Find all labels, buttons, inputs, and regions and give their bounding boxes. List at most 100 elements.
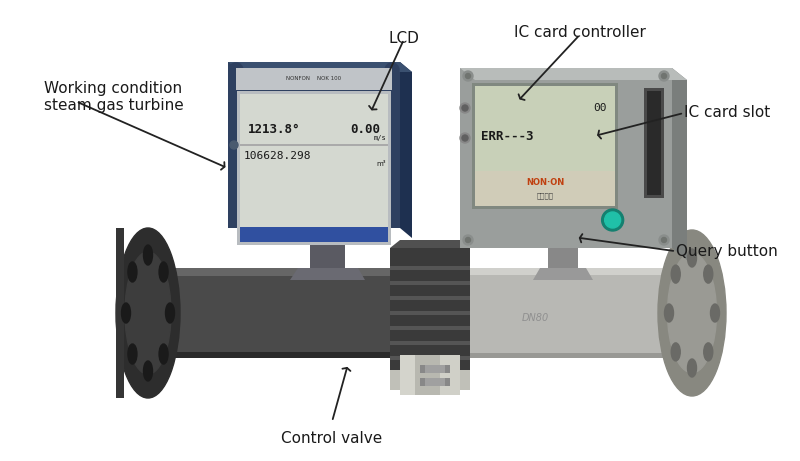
Polygon shape — [390, 266, 470, 270]
Polygon shape — [390, 311, 470, 315]
Bar — [228, 62, 400, 228]
Bar — [237, 91, 391, 245]
Ellipse shape — [116, 228, 180, 398]
Bar — [460, 68, 672, 248]
Ellipse shape — [704, 265, 713, 283]
Text: 0.00: 0.00 — [350, 123, 380, 136]
Bar — [472, 83, 618, 209]
Polygon shape — [440, 355, 460, 395]
Bar — [475, 86, 615, 206]
Text: DN80: DN80 — [522, 313, 549, 323]
Text: m³: m³ — [377, 161, 386, 167]
Polygon shape — [390, 353, 690, 358]
Text: ERR---3: ERR---3 — [481, 130, 534, 142]
Ellipse shape — [466, 73, 470, 78]
Ellipse shape — [143, 245, 153, 265]
Polygon shape — [672, 68, 687, 260]
Polygon shape — [390, 281, 470, 285]
Text: IC card slot: IC card slot — [684, 106, 770, 120]
Ellipse shape — [662, 237, 666, 242]
Polygon shape — [148, 268, 415, 276]
Text: Control valve: Control valve — [282, 431, 382, 446]
Ellipse shape — [602, 209, 624, 231]
Ellipse shape — [671, 265, 680, 283]
Ellipse shape — [460, 103, 470, 113]
Polygon shape — [390, 296, 470, 300]
Polygon shape — [390, 341, 470, 345]
Ellipse shape — [385, 63, 399, 77]
Ellipse shape — [662, 73, 666, 78]
Ellipse shape — [159, 262, 168, 282]
Ellipse shape — [385, 213, 399, 227]
Polygon shape — [390, 268, 690, 358]
Polygon shape — [390, 356, 470, 360]
Text: Query button: Query button — [676, 244, 778, 259]
Text: 诺仪仪表: 诺仪仪表 — [537, 193, 554, 199]
Polygon shape — [240, 144, 388, 146]
Bar — [236, 68, 392, 90]
Polygon shape — [148, 352, 415, 358]
Polygon shape — [290, 268, 365, 280]
Text: NON·ON: NON·ON — [526, 177, 564, 187]
Bar — [420, 365, 425, 373]
Bar — [548, 248, 578, 268]
Text: m/s: m/s — [374, 135, 386, 141]
Polygon shape — [228, 62, 412, 72]
Bar — [240, 94, 388, 242]
Ellipse shape — [229, 63, 243, 77]
Polygon shape — [148, 268, 415, 358]
Text: NONFON    NOK 100: NONFON NOK 100 — [286, 77, 342, 82]
Ellipse shape — [659, 235, 669, 245]
Bar — [445, 378, 450, 386]
Bar — [445, 365, 450, 373]
Ellipse shape — [463, 71, 473, 81]
Text: 1213.8°: 1213.8° — [248, 123, 301, 136]
Ellipse shape — [665, 304, 674, 322]
Text: Working condition
steam gas turbine: Working condition steam gas turbine — [44, 81, 184, 113]
Ellipse shape — [143, 361, 153, 381]
Text: IC card controller: IC card controller — [514, 25, 646, 41]
Ellipse shape — [463, 235, 473, 245]
Bar — [420, 378, 445, 386]
Bar — [644, 88, 664, 198]
Ellipse shape — [128, 262, 137, 282]
Ellipse shape — [125, 252, 171, 374]
Polygon shape — [400, 62, 412, 238]
Polygon shape — [390, 248, 470, 370]
Ellipse shape — [159, 344, 168, 364]
Polygon shape — [116, 228, 124, 398]
Polygon shape — [390, 268, 690, 275]
Ellipse shape — [704, 343, 713, 361]
Ellipse shape — [687, 359, 697, 377]
Ellipse shape — [229, 213, 243, 227]
Bar — [240, 227, 388, 242]
Ellipse shape — [687, 249, 697, 267]
Ellipse shape — [659, 71, 669, 81]
Bar — [647, 91, 661, 195]
Ellipse shape — [466, 237, 470, 242]
Ellipse shape — [671, 343, 680, 361]
Ellipse shape — [667, 253, 717, 373]
Polygon shape — [390, 240, 480, 248]
Bar — [310, 228, 345, 268]
Bar — [420, 378, 425, 386]
Ellipse shape — [462, 105, 468, 111]
Polygon shape — [415, 355, 440, 395]
Ellipse shape — [166, 303, 174, 323]
Ellipse shape — [230, 141, 238, 149]
Polygon shape — [460, 68, 687, 80]
Polygon shape — [390, 358, 470, 390]
Ellipse shape — [710, 304, 719, 322]
Text: LCD: LCD — [389, 31, 419, 47]
Ellipse shape — [462, 135, 468, 141]
Bar — [420, 365, 445, 373]
Polygon shape — [390, 326, 470, 330]
Text: 00: 00 — [594, 103, 607, 113]
Polygon shape — [400, 355, 415, 395]
Ellipse shape — [128, 344, 137, 364]
Ellipse shape — [605, 212, 621, 228]
Bar — [475, 171, 615, 206]
Ellipse shape — [658, 230, 726, 396]
Ellipse shape — [122, 303, 130, 323]
Polygon shape — [533, 268, 593, 280]
